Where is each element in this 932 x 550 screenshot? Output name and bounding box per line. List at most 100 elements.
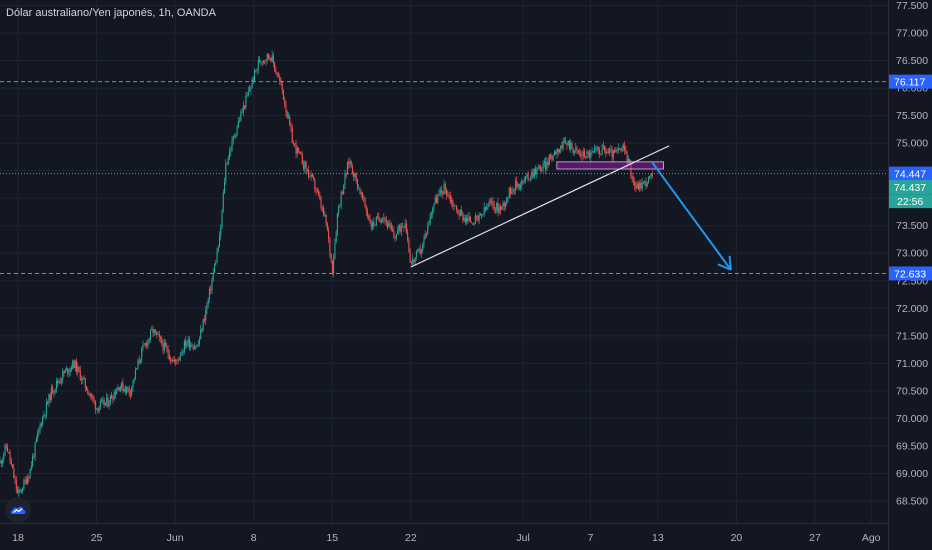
- candle-body: [107, 397, 109, 407]
- candle: [136, 367, 138, 370]
- candle-body: [447, 194, 449, 196]
- candle: [152, 325, 154, 338]
- candle: [55, 377, 57, 393]
- candle: [370, 219, 372, 231]
- candle: [107, 393, 109, 408]
- candle: [632, 175, 634, 186]
- candle-body: [528, 178, 530, 180]
- candle-body: [4, 445, 6, 455]
- candle: [369, 213, 371, 224]
- candle-body: [141, 348, 143, 360]
- candle: [462, 211, 464, 224]
- candlestick-series: [0, 50, 653, 497]
- candle: [454, 205, 456, 207]
- time-axis[interactable]: 18 25 Jun 8 15 22 Jul 7 13 20 27 Ago: [12, 532, 881, 544]
- time-axis-label: 27: [809, 532, 821, 544]
- candle-body: [8, 451, 10, 453]
- candle: [576, 145, 578, 155]
- candle-body: [402, 226, 404, 228]
- candle-body: [364, 197, 366, 207]
- candle: [101, 397, 103, 403]
- candle-body: [575, 147, 577, 151]
- chart-title: Dólar australiano/Yen japonés, 1h, OANDA: [6, 7, 216, 19]
- candle: [547, 157, 549, 168]
- candle-body: [368, 216, 370, 219]
- candle-body: [57, 380, 59, 383]
- candle: [373, 217, 375, 230]
- candle: [442, 190, 444, 199]
- candle: [20, 488, 22, 494]
- candle: [402, 222, 404, 228]
- candle-body: [146, 343, 148, 347]
- price-axis-label: 70.500: [896, 385, 928, 397]
- candle: [398, 223, 400, 236]
- candle-body: [566, 143, 568, 145]
- time-axis-label: 15: [326, 532, 338, 544]
- candle: [207, 297, 209, 308]
- candle: [22, 487, 24, 494]
- candle-body: [139, 359, 142, 363]
- candle-body: [409, 251, 411, 263]
- candle: [435, 193, 438, 204]
- candle: [555, 150, 557, 155]
- candle: [616, 147, 618, 155]
- candle: [445, 187, 448, 200]
- candle: [379, 217, 381, 224]
- candle: [217, 245, 219, 253]
- candle: [540, 164, 542, 172]
- candle-body: [91, 395, 93, 397]
- candle-body: [551, 157, 553, 160]
- candle-body: [254, 69, 256, 82]
- candle: [552, 154, 554, 162]
- candle-body: [468, 216, 470, 221]
- candle-body: [80, 379, 83, 381]
- candle-body: [222, 192, 224, 210]
- candle-body: [314, 179, 316, 189]
- candle: [600, 153, 602, 156]
- candle: [404, 218, 406, 229]
- candle: [13, 463, 15, 479]
- candle: [587, 150, 589, 158]
- candle: [407, 228, 409, 243]
- candle: [289, 114, 291, 127]
- tradingview-logo[interactable]: [5, 497, 31, 523]
- candle-body: [552, 155, 554, 160]
- candle-body: [519, 185, 522, 189]
- candle-body: [311, 174, 313, 177]
- candle-body: [99, 401, 101, 408]
- candle: [228, 147, 231, 161]
- candle-body: [252, 79, 254, 82]
- chart-drawings[interactable]: [410, 145, 732, 271]
- candle-body: [651, 173, 653, 177]
- candle: [106, 392, 108, 408]
- candle-body: [523, 180, 525, 182]
- candle: [541, 167, 543, 174]
- candle-body: [546, 161, 548, 170]
- price-axis[interactable]: 68.500 69.000 69.500 70.000 70.500 71.000 71.5…: [896, 0, 928, 507]
- candle-body: [361, 192, 364, 199]
- candle: [33, 453, 35, 460]
- candle: [647, 176, 650, 184]
- candle-body: [600, 153, 602, 154]
- candle-body: [487, 205, 489, 208]
- level-price-tag-bg: [889, 74, 932, 89]
- candle-body: [602, 145, 604, 146]
- candle: [108, 399, 110, 410]
- candle-body: [592, 151, 594, 153]
- candle-body: [535, 169, 537, 175]
- candle-body: [346, 162, 348, 175]
- candle: [178, 356, 180, 361]
- candle: [77, 363, 79, 377]
- candle: [225, 159, 227, 185]
- candle-body: [161, 338, 163, 345]
- candle-body: [301, 154, 303, 165]
- candle: [631, 172, 633, 184]
- candle: [378, 211, 380, 222]
- candle-body: [287, 116, 290, 118]
- candle: [32, 453, 34, 469]
- candle: [58, 378, 60, 385]
- candle-body: [501, 206, 503, 211]
- candle: [358, 184, 360, 190]
- candle-body: [261, 61, 263, 63]
